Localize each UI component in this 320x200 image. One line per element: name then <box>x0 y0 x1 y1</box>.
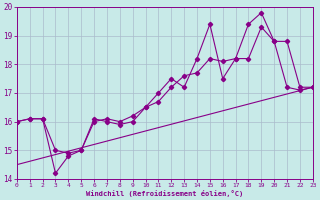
X-axis label: Windchill (Refroidissement éolien,°C): Windchill (Refroidissement éolien,°C) <box>86 190 244 197</box>
